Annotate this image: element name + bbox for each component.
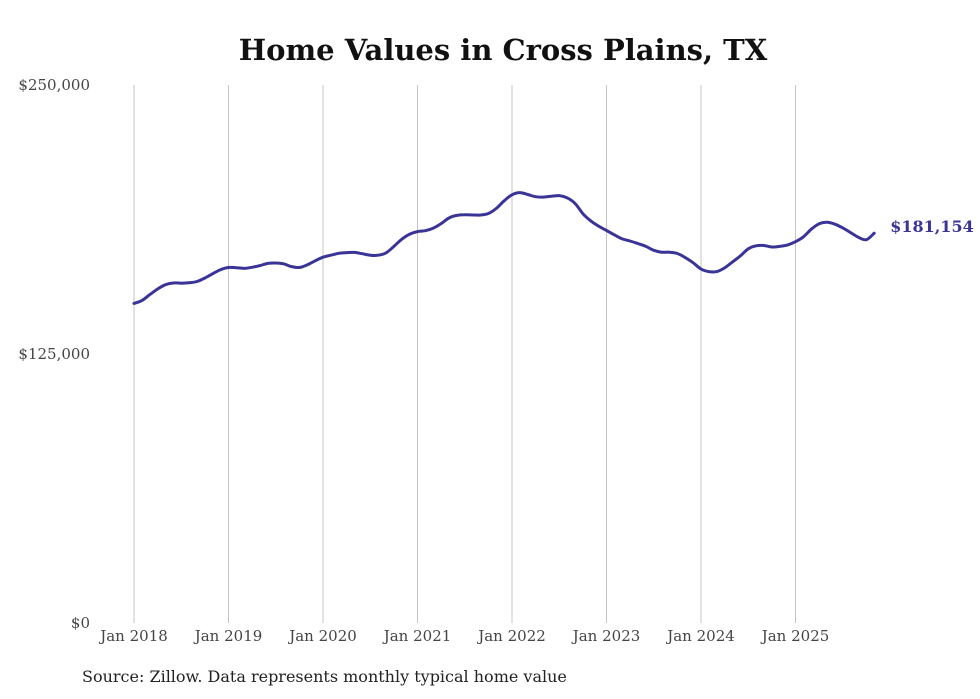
y-tick-label: $125,000 [18, 345, 90, 363]
series-line-0 [132, 191, 876, 305]
x-tick-label: Jan 2022 [476, 627, 546, 645]
x-tick-label: Jan 2021 [382, 627, 452, 645]
chart-title: Home Values in Cross Plains, TX [239, 33, 768, 67]
y-tick-label: $250,000 [18, 76, 90, 94]
series-group: $181,154 [132, 191, 974, 305]
x-tick-label: Jan 2023 [571, 627, 641, 645]
x-axis: Jan 2018 Jan 2019 Jan 2020 Jan 2021 Jan 2022… [98, 627, 829, 645]
source-note: Source: Zillow. Data represents monthly … [82, 667, 567, 686]
y-axis: $0 $125,000 $250,000 [18, 76, 90, 632]
end-value-label: $181,154 [890, 217, 974, 236]
x-tick-label: Jan 2024 [665, 627, 735, 645]
y-tick-label: $0 [71, 614, 90, 632]
x-tick-label: Jan 2018 [98, 627, 168, 645]
x-tick-label: Jan 2019 [193, 627, 263, 645]
x-tick-label: Jan 2025 [760, 627, 830, 645]
x-tick-label: Jan 2020 [287, 627, 357, 645]
vertical-gridlines [133, 85, 796, 623]
